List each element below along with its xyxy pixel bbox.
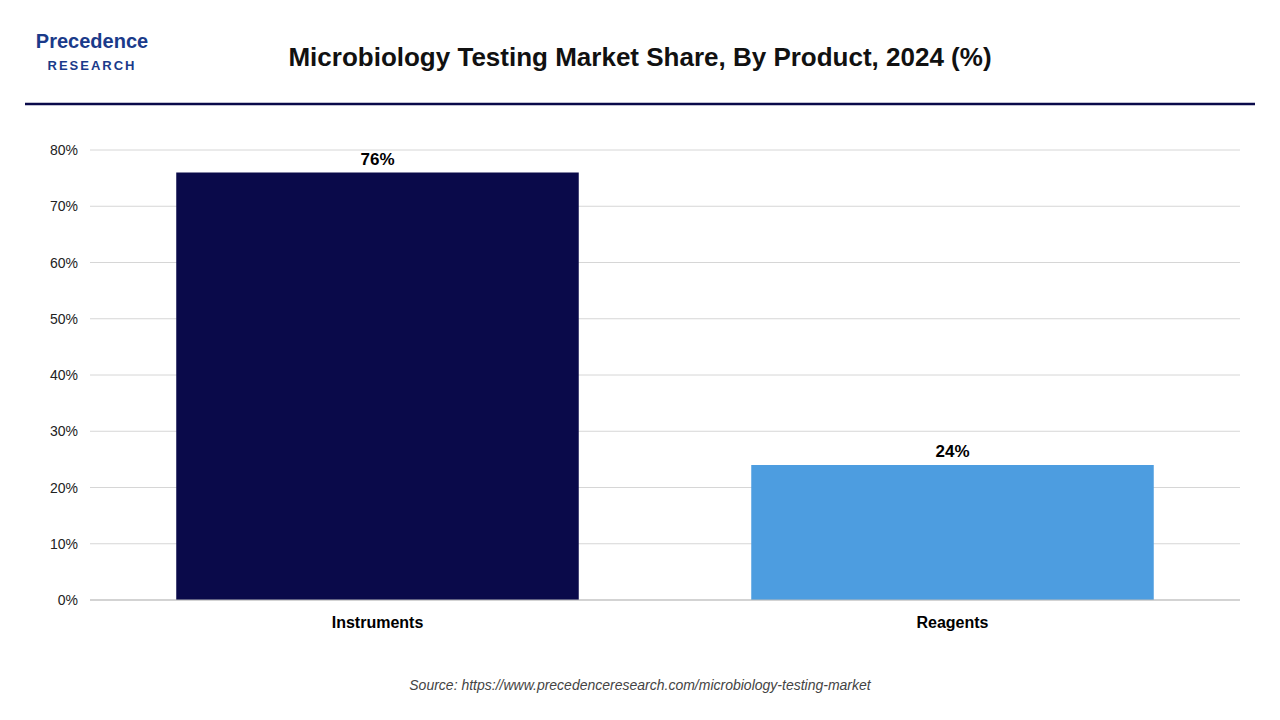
y-tick-label: 60% xyxy=(50,255,78,271)
data-label: 76% xyxy=(360,150,394,169)
chart: Precedence RESEARCH Microbiology Testing M… xyxy=(0,0,1280,720)
y-tick-label: 40% xyxy=(50,367,78,383)
source-note: Source: https://www.precedenceresearch.c… xyxy=(409,677,872,693)
x-tick-label: Reagents xyxy=(916,614,988,631)
x-tick-label: Instruments xyxy=(332,614,424,631)
bar xyxy=(751,465,1154,600)
y-tick-label: 10% xyxy=(50,536,78,552)
grid-line xyxy=(90,600,1240,601)
y-tick-label: 20% xyxy=(50,480,78,496)
bars xyxy=(176,173,1154,601)
y-tick-label: 0% xyxy=(58,592,78,608)
logo-subtext: RESEARCH xyxy=(48,58,137,73)
header-rule xyxy=(25,103,1255,106)
background xyxy=(0,0,1280,720)
data-label: 24% xyxy=(935,442,969,461)
bar xyxy=(176,173,579,601)
grid-line xyxy=(90,150,1240,151)
y-tick-label: 30% xyxy=(50,423,78,439)
y-tick-label: 50% xyxy=(50,311,78,327)
y-tick-label: 80% xyxy=(50,142,78,158)
y-tick-label: 70% xyxy=(50,198,78,214)
title: Microbiology Testing Market Share, By Pr… xyxy=(288,42,991,72)
chart-container: Precedence RESEARCH Microbiology Testing M… xyxy=(0,0,1280,720)
x-axis-line xyxy=(90,600,1240,601)
grid xyxy=(90,150,1240,600)
logo-text: Precedence xyxy=(36,30,148,52)
